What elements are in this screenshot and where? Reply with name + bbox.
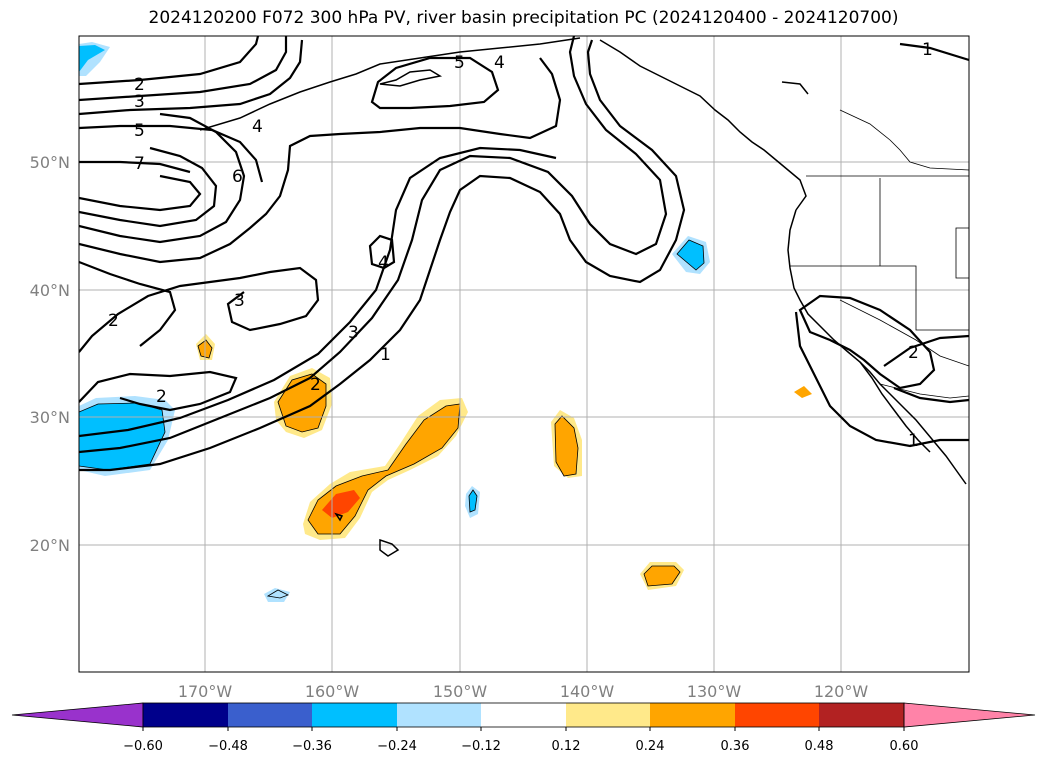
alaska-coast: [199, 37, 581, 131]
colorbar-label: 0.36: [721, 739, 750, 754]
neg-area-ne-core: [677, 240, 704, 270]
map-plot-area: 2 3 5 7 4 6 5 4 1 4 3 2 3 1 2 2 2 1: [79, 36, 969, 672]
lat-label: 30°N: [30, 408, 70, 427]
lon-label: 150°W: [433, 682, 488, 701]
map-title: 2024120200 F072 300 hPa PV, river basin …: [148, 8, 899, 28]
contour-label: 2: [134, 75, 145, 95]
colorbar-label: 0.48: [805, 739, 834, 754]
contour-label: 1: [908, 431, 919, 451]
pv-contour-1: [79, 39, 686, 472]
neg-area-west-core: [79, 403, 165, 470]
colorbar-bin: [650, 703, 735, 727]
colorbar-extend-low: [11, 702, 144, 728]
colorbar-label: 0.24: [636, 739, 665, 754]
lon-label: 120°W: [814, 682, 869, 701]
lon-label: 140°W: [560, 682, 615, 701]
contour-label: 7: [134, 154, 145, 174]
pv-contour-3b: [79, 36, 288, 102]
contour-label: 3: [134, 92, 145, 112]
contour-label: 3: [348, 323, 359, 343]
colorbar-bin: [312, 703, 397, 727]
colorbar: −0.60 −0.48 −0.36 −0.24 −0.12 0.12 0.24 …: [11, 702, 1036, 754]
lon-label: 160°W: [305, 682, 360, 701]
baja: [859, 361, 931, 453]
contour-label: 2: [908, 343, 919, 363]
pv-contour-7: [79, 160, 191, 174]
contour-label: 6: [232, 167, 243, 187]
colorbar-label: −0.24: [377, 739, 417, 754]
lat-label: 20°N: [30, 536, 70, 555]
bc-coast: [599, 39, 807, 211]
contour-label: 2: [156, 387, 167, 407]
colorbar-label: 0.60: [890, 739, 919, 754]
lon-label: 130°W: [687, 682, 742, 701]
neg-area-nw-core: [79, 45, 105, 72]
coastlines: [199, 37, 967, 557]
colorbar-label: −0.48: [208, 739, 248, 754]
colorbar-ticks: [142, 727, 905, 731]
longitude-labels: 170°W 160°W 150°W 140°W 130°W 120°W: [178, 682, 869, 701]
colorbar-bin: [481, 703, 566, 727]
contour-label: 2: [310, 375, 321, 395]
colorbar-label: −0.60: [123, 739, 163, 754]
contour-label: 5: [454, 53, 465, 73]
pv-contour-5b: [370, 56, 500, 110]
contour-label: 4: [494, 53, 505, 73]
colorbar-label: −0.12: [461, 739, 501, 754]
pv-contour-5: [79, 124, 264, 183]
contour-label: 2: [108, 311, 119, 331]
pos-area-baja: [794, 386, 812, 398]
colorbar-bin: [819, 703, 904, 727]
pos-area-140w-core: [555, 416, 578, 476]
lat-label: 50°N: [30, 153, 70, 172]
contour-label: 5: [134, 121, 145, 141]
colorbar-bin: [735, 703, 819, 727]
pv-contour-3: [79, 146, 557, 438]
colorbar-extend-high: [903, 702, 1036, 728]
lat-label: 40°N: [30, 281, 70, 300]
pos-area-south-core: [644, 566, 680, 586]
pv-contour-labels: 2 3 5 7 4 6 5 4 1 4 3 2 3 1 2 2 2 1: [108, 40, 933, 451]
political-borders: [790, 109, 969, 399]
map-frame: [78, 35, 970, 673]
latitude-labels: 50°N 40°N 30°N 20°N: [30, 153, 70, 555]
colorbar-bin: [566, 703, 650, 727]
pv-contour-2-east: [798, 294, 936, 390]
contour-label: 4: [252, 117, 263, 137]
contour-label: 4: [378, 253, 389, 273]
lon-label: 170°W: [178, 682, 233, 701]
pv-contour-2: [79, 266, 320, 353]
colorbar-label: 0.12: [552, 739, 581, 754]
colorbar-bin: [228, 703, 312, 727]
neg-area-hawaii-core: [469, 490, 477, 512]
contour-label: 1: [380, 345, 391, 365]
colorbar-bin: [143, 703, 228, 727]
contour-label: 1: [922, 40, 933, 60]
colorbar-label: −0.36: [292, 739, 332, 754]
colorbar-bin: [397, 703, 481, 727]
colorbar-labels: −0.60 −0.48 −0.36 −0.24 −0.12 0.12 0.24 …: [123, 739, 918, 754]
contour-label: 3: [234, 291, 245, 311]
neg-area-south: [264, 588, 290, 602]
shading-outlines: [79, 239, 705, 599]
pv-contours: [79, 36, 969, 472]
